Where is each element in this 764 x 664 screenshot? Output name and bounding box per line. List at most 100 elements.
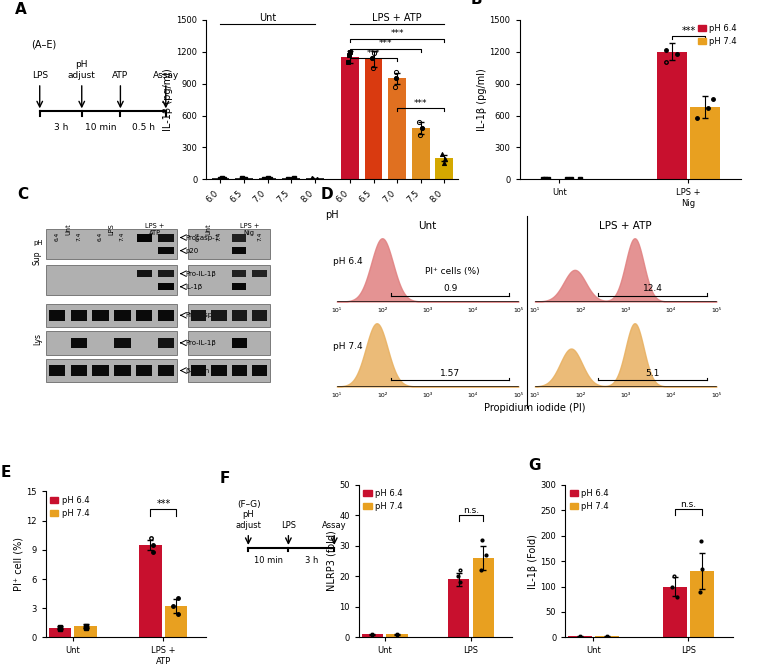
- Text: Pro-IL-1β: Pro-IL-1β: [186, 271, 216, 277]
- Y-axis label: IL-1β (pg/ml): IL-1β (pg/ml): [477, 68, 487, 131]
- Text: 10¹: 10¹: [332, 308, 342, 313]
- Text: Sup: Sup: [33, 250, 42, 265]
- Text: pH
adjust: pH adjust: [235, 511, 261, 530]
- Bar: [473, 558, 494, 637]
- Bar: [252, 270, 267, 277]
- Text: 10¹: 10¹: [529, 308, 540, 313]
- Text: n.s.: n.s.: [681, 500, 697, 509]
- Bar: [189, 331, 270, 355]
- Bar: [691, 107, 720, 179]
- Text: LPS: LPS: [108, 223, 115, 234]
- Bar: [568, 636, 591, 637]
- Text: LPS: LPS: [31, 70, 48, 80]
- Legend: pH 6.4, pH 7.4: pH 6.4, pH 7.4: [50, 495, 89, 518]
- Text: A: A: [15, 1, 26, 17]
- Text: LPS + ATP: LPS + ATP: [372, 13, 422, 23]
- Bar: [114, 337, 131, 348]
- Text: 0.5 h: 0.5 h: [131, 123, 154, 132]
- Bar: [70, 337, 87, 348]
- Y-axis label: IL-1β (pg/ml): IL-1β (pg/ml): [163, 68, 173, 131]
- Bar: [46, 359, 176, 382]
- Text: LPS + ATP: LPS + ATP: [599, 220, 652, 230]
- Text: 7.4: 7.4: [163, 231, 168, 241]
- Text: Unt: Unt: [419, 220, 437, 230]
- Bar: [158, 234, 173, 242]
- Text: 3 h: 3 h: [53, 123, 68, 132]
- Text: 10²: 10²: [575, 393, 585, 398]
- Bar: [157, 337, 174, 348]
- Bar: [189, 266, 270, 295]
- Text: 7.4: 7.4: [257, 231, 262, 241]
- Text: pH
adjust: pH adjust: [68, 60, 96, 80]
- Bar: [252, 365, 267, 376]
- Text: 10³: 10³: [620, 308, 631, 313]
- Bar: [136, 310, 152, 321]
- Text: IL-1β: IL-1β: [186, 284, 202, 290]
- Text: 6.4: 6.4: [54, 231, 60, 240]
- Bar: [46, 229, 176, 259]
- Bar: [657, 52, 687, 179]
- Bar: [49, 627, 71, 637]
- Text: Procasp-1: Procasp-1: [186, 234, 219, 240]
- Bar: [212, 365, 226, 376]
- Text: ***: ***: [157, 499, 170, 509]
- Bar: [435, 158, 453, 179]
- Text: 10 min: 10 min: [254, 556, 283, 565]
- Bar: [412, 128, 429, 179]
- Bar: [361, 634, 383, 637]
- Text: 10⁴: 10⁴: [468, 393, 478, 398]
- Text: 12.4: 12.4: [643, 284, 662, 293]
- Y-axis label: PI⁺ cell (%): PI⁺ cell (%): [14, 537, 24, 592]
- Bar: [114, 365, 131, 376]
- Bar: [189, 229, 270, 259]
- Text: Propidium iodide (PI): Propidium iodide (PI): [484, 404, 585, 414]
- Text: 10⁴: 10⁴: [665, 308, 676, 313]
- Bar: [252, 310, 267, 321]
- Bar: [189, 303, 270, 327]
- Bar: [691, 571, 714, 637]
- Text: p20: p20: [186, 248, 199, 254]
- Text: Unt: Unt: [206, 223, 212, 234]
- Bar: [158, 270, 173, 277]
- Bar: [448, 580, 469, 637]
- Bar: [158, 248, 173, 254]
- Text: 7.4: 7.4: [216, 231, 222, 241]
- Text: LPS: LPS: [281, 521, 296, 530]
- Bar: [137, 234, 152, 242]
- Bar: [46, 266, 176, 295]
- Legend: pH 6.4, pH 7.4: pH 6.4, pH 7.4: [569, 489, 609, 511]
- Text: 7.4: 7.4: [76, 231, 81, 241]
- Bar: [165, 606, 187, 637]
- Bar: [231, 337, 247, 348]
- X-axis label: pH: pH: [325, 210, 339, 220]
- Text: 10²: 10²: [377, 393, 387, 398]
- Bar: [232, 270, 246, 277]
- Bar: [231, 365, 247, 376]
- Text: ***: ***: [390, 29, 404, 39]
- Text: 3 h: 3 h: [305, 556, 318, 565]
- Legend: pH 6.4, pH 7.4: pH 6.4, pH 7.4: [363, 489, 403, 511]
- Legend: pH 6.4, pH 7.4: pH 6.4, pH 7.4: [698, 24, 737, 46]
- Text: 6.4: 6.4: [196, 231, 201, 240]
- Bar: [191, 310, 206, 321]
- Text: 10²: 10²: [575, 308, 585, 313]
- Text: ATP: ATP: [112, 70, 128, 80]
- Y-axis label: NLRP3 (fold): NLRP3 (fold): [327, 531, 337, 592]
- Text: n.s.: n.s.: [463, 506, 479, 515]
- Bar: [232, 234, 246, 242]
- Text: β-actin: β-actin: [186, 367, 210, 374]
- Text: D: D: [320, 187, 333, 202]
- Text: 1.57: 1.57: [440, 369, 460, 378]
- Text: PI⁺ cells (%): PI⁺ cells (%): [425, 267, 480, 276]
- Text: ***: ***: [367, 49, 380, 58]
- Text: 10⁵: 10⁵: [711, 308, 721, 313]
- Bar: [212, 310, 226, 321]
- Bar: [232, 284, 246, 290]
- Bar: [387, 634, 407, 637]
- Text: F: F: [220, 471, 230, 486]
- Text: B: B: [471, 0, 482, 7]
- Text: ***: ***: [681, 26, 695, 36]
- Text: LPS +
Nig: LPS + Nig: [240, 223, 259, 236]
- Text: (A–E): (A–E): [31, 40, 57, 50]
- Bar: [139, 545, 162, 637]
